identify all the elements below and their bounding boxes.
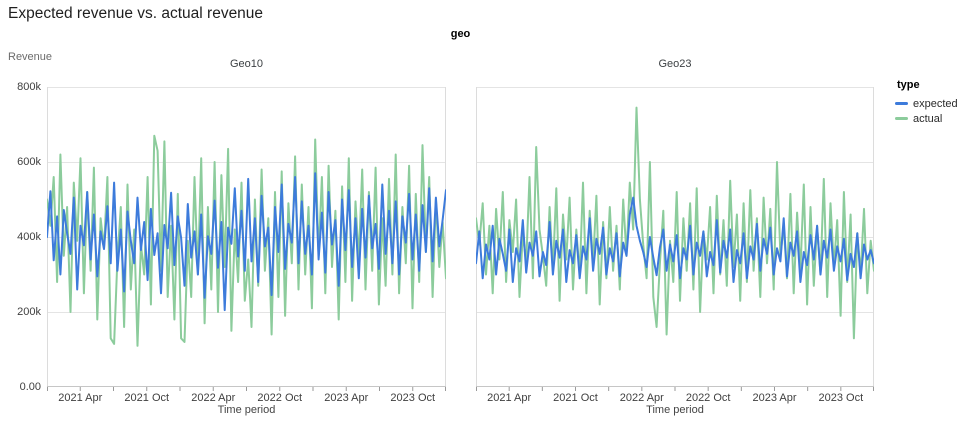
y-tick-label: 200k bbox=[17, 306, 41, 318]
x-tick-label: 2022 Apr bbox=[619, 392, 664, 404]
legend-label-expected: expected bbox=[913, 97, 958, 110]
plot-area-geo23: 2021 Apr 2021 Oct 2022 Apr 2022 Oct 2023 Apr… bbox=[476, 87, 874, 404]
legend-item-expected[interactable]: expected bbox=[895, 96, 958, 111]
x-tick-label: 2021 Oct bbox=[553, 392, 598, 404]
expected-line-swatch bbox=[895, 102, 908, 105]
x-tick-label: 2023 Oct bbox=[390, 392, 436, 404]
x-tick-label: 2022 Apr bbox=[191, 392, 236, 404]
series-line-actual bbox=[476, 106, 874, 340]
legend: type expected actual bbox=[895, 79, 958, 126]
facet-field-label: geo bbox=[450, 28, 471, 40]
legend-item-actual[interactable]: actual bbox=[895, 111, 957, 126]
series-line-actual bbox=[47, 134, 446, 347]
actual-line-swatch bbox=[895, 117, 908, 120]
x-tick-label: 2022 Oct bbox=[685, 392, 731, 404]
x-tick-label: 2023 Oct bbox=[818, 392, 864, 404]
y-axis-title: Revenue bbox=[8, 51, 53, 63]
legend-title: type bbox=[897, 79, 920, 91]
x-tick-label: 2023 Apr bbox=[752, 392, 797, 404]
y-tick-label: 600k bbox=[17, 156, 41, 168]
chart-title: Expected revenue vs. actual revenue bbox=[8, 5, 264, 22]
x-tick-label: 2021 Oct bbox=[124, 392, 170, 404]
y-tick-label: 400k bbox=[17, 231, 41, 243]
x-tick-label: 2021 Apr bbox=[487, 392, 532, 404]
y-tick-label: 0.00 bbox=[19, 381, 41, 393]
facet-title-geo10: Geo10 bbox=[229, 58, 264, 70]
legend-label-actual: actual bbox=[913, 112, 943, 125]
plot-area-geo10: 2021 Apr 2021 Oct 2022 Apr 2022 Oct 2023 Apr… bbox=[47, 87, 446, 404]
x-axis-title-geo10: Time period bbox=[217, 404, 276, 416]
series-line-expected bbox=[476, 196, 874, 283]
y-tick-label: 800k bbox=[17, 81, 41, 93]
facet-chart-svg bbox=[476, 87, 874, 391]
facet-title-geo23: Geo23 bbox=[658, 58, 692, 70]
x-tick-label: 2022 Oct bbox=[257, 392, 303, 404]
x-tick-label: 2023 Apr bbox=[324, 392, 369, 404]
facet-chart-svg bbox=[47, 87, 446, 391]
x-axis-title-geo23: Time period bbox=[646, 404, 704, 416]
x-tick-label: 2021 Apr bbox=[58, 392, 103, 404]
series-line-expected bbox=[47, 172, 446, 312]
